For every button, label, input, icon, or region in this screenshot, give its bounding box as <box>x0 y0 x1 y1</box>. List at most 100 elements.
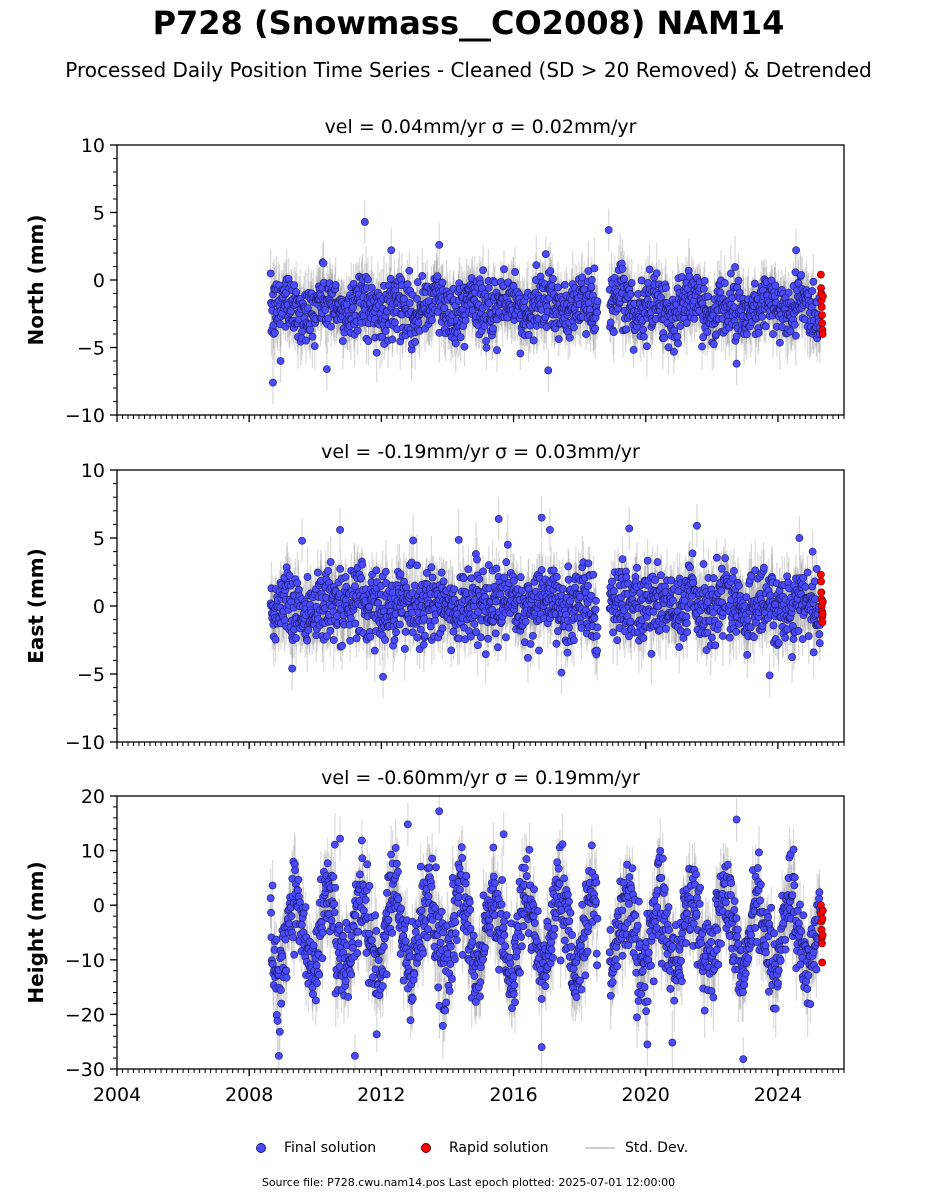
y-tick-label: −10 <box>65 405 105 427</box>
final-solution-point <box>421 631 429 640</box>
final-solution-point <box>489 324 497 333</box>
final-solution-point <box>639 325 647 334</box>
final-solution-point <box>716 288 725 297</box>
y-tick-label: 0 <box>93 270 105 292</box>
final-solution-point <box>405 299 414 307</box>
final-solution-point <box>549 274 557 283</box>
final-solution-point <box>276 357 285 365</box>
final-solution-point <box>699 333 708 342</box>
final-solution-point <box>500 265 508 274</box>
final-solution-point <box>390 636 399 644</box>
final-solution-point <box>293 578 302 587</box>
panel-1: −10 −5 0 5 10 vel = 0.04mm/yr σ = 0.02mm/yr No… <box>24 116 845 427</box>
final-solution-point <box>386 274 395 283</box>
final-solution-point <box>351 582 359 591</box>
final-solution-point <box>451 339 460 348</box>
final-solution-point <box>791 331 800 340</box>
final-solution-point <box>703 328 712 336</box>
final-solution-point <box>324 314 333 323</box>
final-solution-point <box>313 568 322 577</box>
final-solution-point <box>438 624 447 633</box>
final-solution-point <box>669 347 678 356</box>
final-solution-point <box>644 279 652 287</box>
final-solution-point <box>410 581 419 590</box>
final-solution-point <box>392 628 400 637</box>
final-solution-point <box>593 297 602 306</box>
final-solution-point <box>629 345 638 354</box>
final-solution-point <box>416 625 425 634</box>
chart-subtitle: Processed Daily Position Time Series - C… <box>65 58 872 82</box>
final-solution-point <box>428 573 437 582</box>
final-solution-point <box>731 263 739 271</box>
final-solution-point <box>742 330 751 339</box>
final-solution-point <box>685 272 694 281</box>
final-solution-point <box>627 279 636 287</box>
final-solution-point <box>482 343 491 352</box>
final-solution-point <box>591 324 600 333</box>
final-solution-point <box>704 292 712 301</box>
panel-title: vel = 0.04mm/yr σ = 0.02mm/yr <box>325 116 637 138</box>
rapid-solution-point <box>818 311 826 319</box>
final-solution-point <box>437 568 446 577</box>
final-solution-point <box>769 330 777 339</box>
final-solution-point <box>582 330 590 338</box>
final-solution-point <box>484 283 493 292</box>
final-solution-point <box>349 303 358 312</box>
final-solution-point <box>699 284 708 293</box>
final-solution-point <box>413 633 422 642</box>
final-solution-point <box>700 277 709 285</box>
final-solution-point <box>808 287 817 295</box>
final-solution-point <box>370 646 379 655</box>
final-solution-point <box>690 314 699 323</box>
rapid-solution-point <box>818 292 827 301</box>
final-solution-point <box>645 265 654 274</box>
final-solution-point <box>323 632 331 641</box>
final-solution-point <box>271 635 280 644</box>
final-solution-point <box>676 322 685 330</box>
final-solution-point <box>587 282 596 291</box>
final-solution-point <box>292 634 301 643</box>
final-solution-point <box>449 627 458 636</box>
final-solution-point <box>440 304 449 312</box>
final-solution-point <box>459 574 468 583</box>
rapid-solution-point <box>817 303 826 311</box>
rapid-solution-point <box>818 330 827 338</box>
final-solution-point <box>754 329 763 337</box>
final-solution-point <box>372 348 381 357</box>
final-solution-point <box>395 620 404 629</box>
data-layer <box>266 200 827 405</box>
final-solution-point <box>784 288 793 297</box>
final-solution-point <box>544 366 553 375</box>
final-solution-point <box>405 266 414 275</box>
final-solution-point <box>450 585 459 594</box>
final-solution-point <box>319 259 328 268</box>
final-solution-point <box>682 319 691 328</box>
y-tick-label: 10 <box>81 135 105 157</box>
rapid-solution-point <box>816 270 825 279</box>
final-solution-point <box>454 535 463 544</box>
final-solution-point <box>482 337 491 345</box>
final-solution-point <box>439 577 448 586</box>
final-solution-point <box>306 325 315 334</box>
final-solution-point <box>357 574 366 583</box>
final-solution-point <box>529 336 538 345</box>
final-solution-point <box>794 279 803 288</box>
final-solution-point <box>664 343 673 352</box>
final-solution-point <box>532 261 541 270</box>
final-solution-point <box>652 269 661 278</box>
final-solution-point <box>381 567 390 576</box>
final-solution-point <box>270 328 279 337</box>
final-solution-point <box>677 273 686 281</box>
final-solution-point <box>546 267 555 276</box>
final-solution-point <box>698 342 706 351</box>
final-solution-point <box>524 331 533 339</box>
final-solution-point <box>285 571 294 580</box>
final-solution-point <box>411 338 419 346</box>
final-solution-point <box>331 281 340 289</box>
final-solution-point <box>409 536 418 545</box>
final-solution-point <box>509 282 518 291</box>
final-solution-point <box>326 626 335 635</box>
final-solution-point <box>327 322 335 331</box>
chart-title: P728 (Snowmass__CO2008) NAM14 <box>152 4 785 42</box>
